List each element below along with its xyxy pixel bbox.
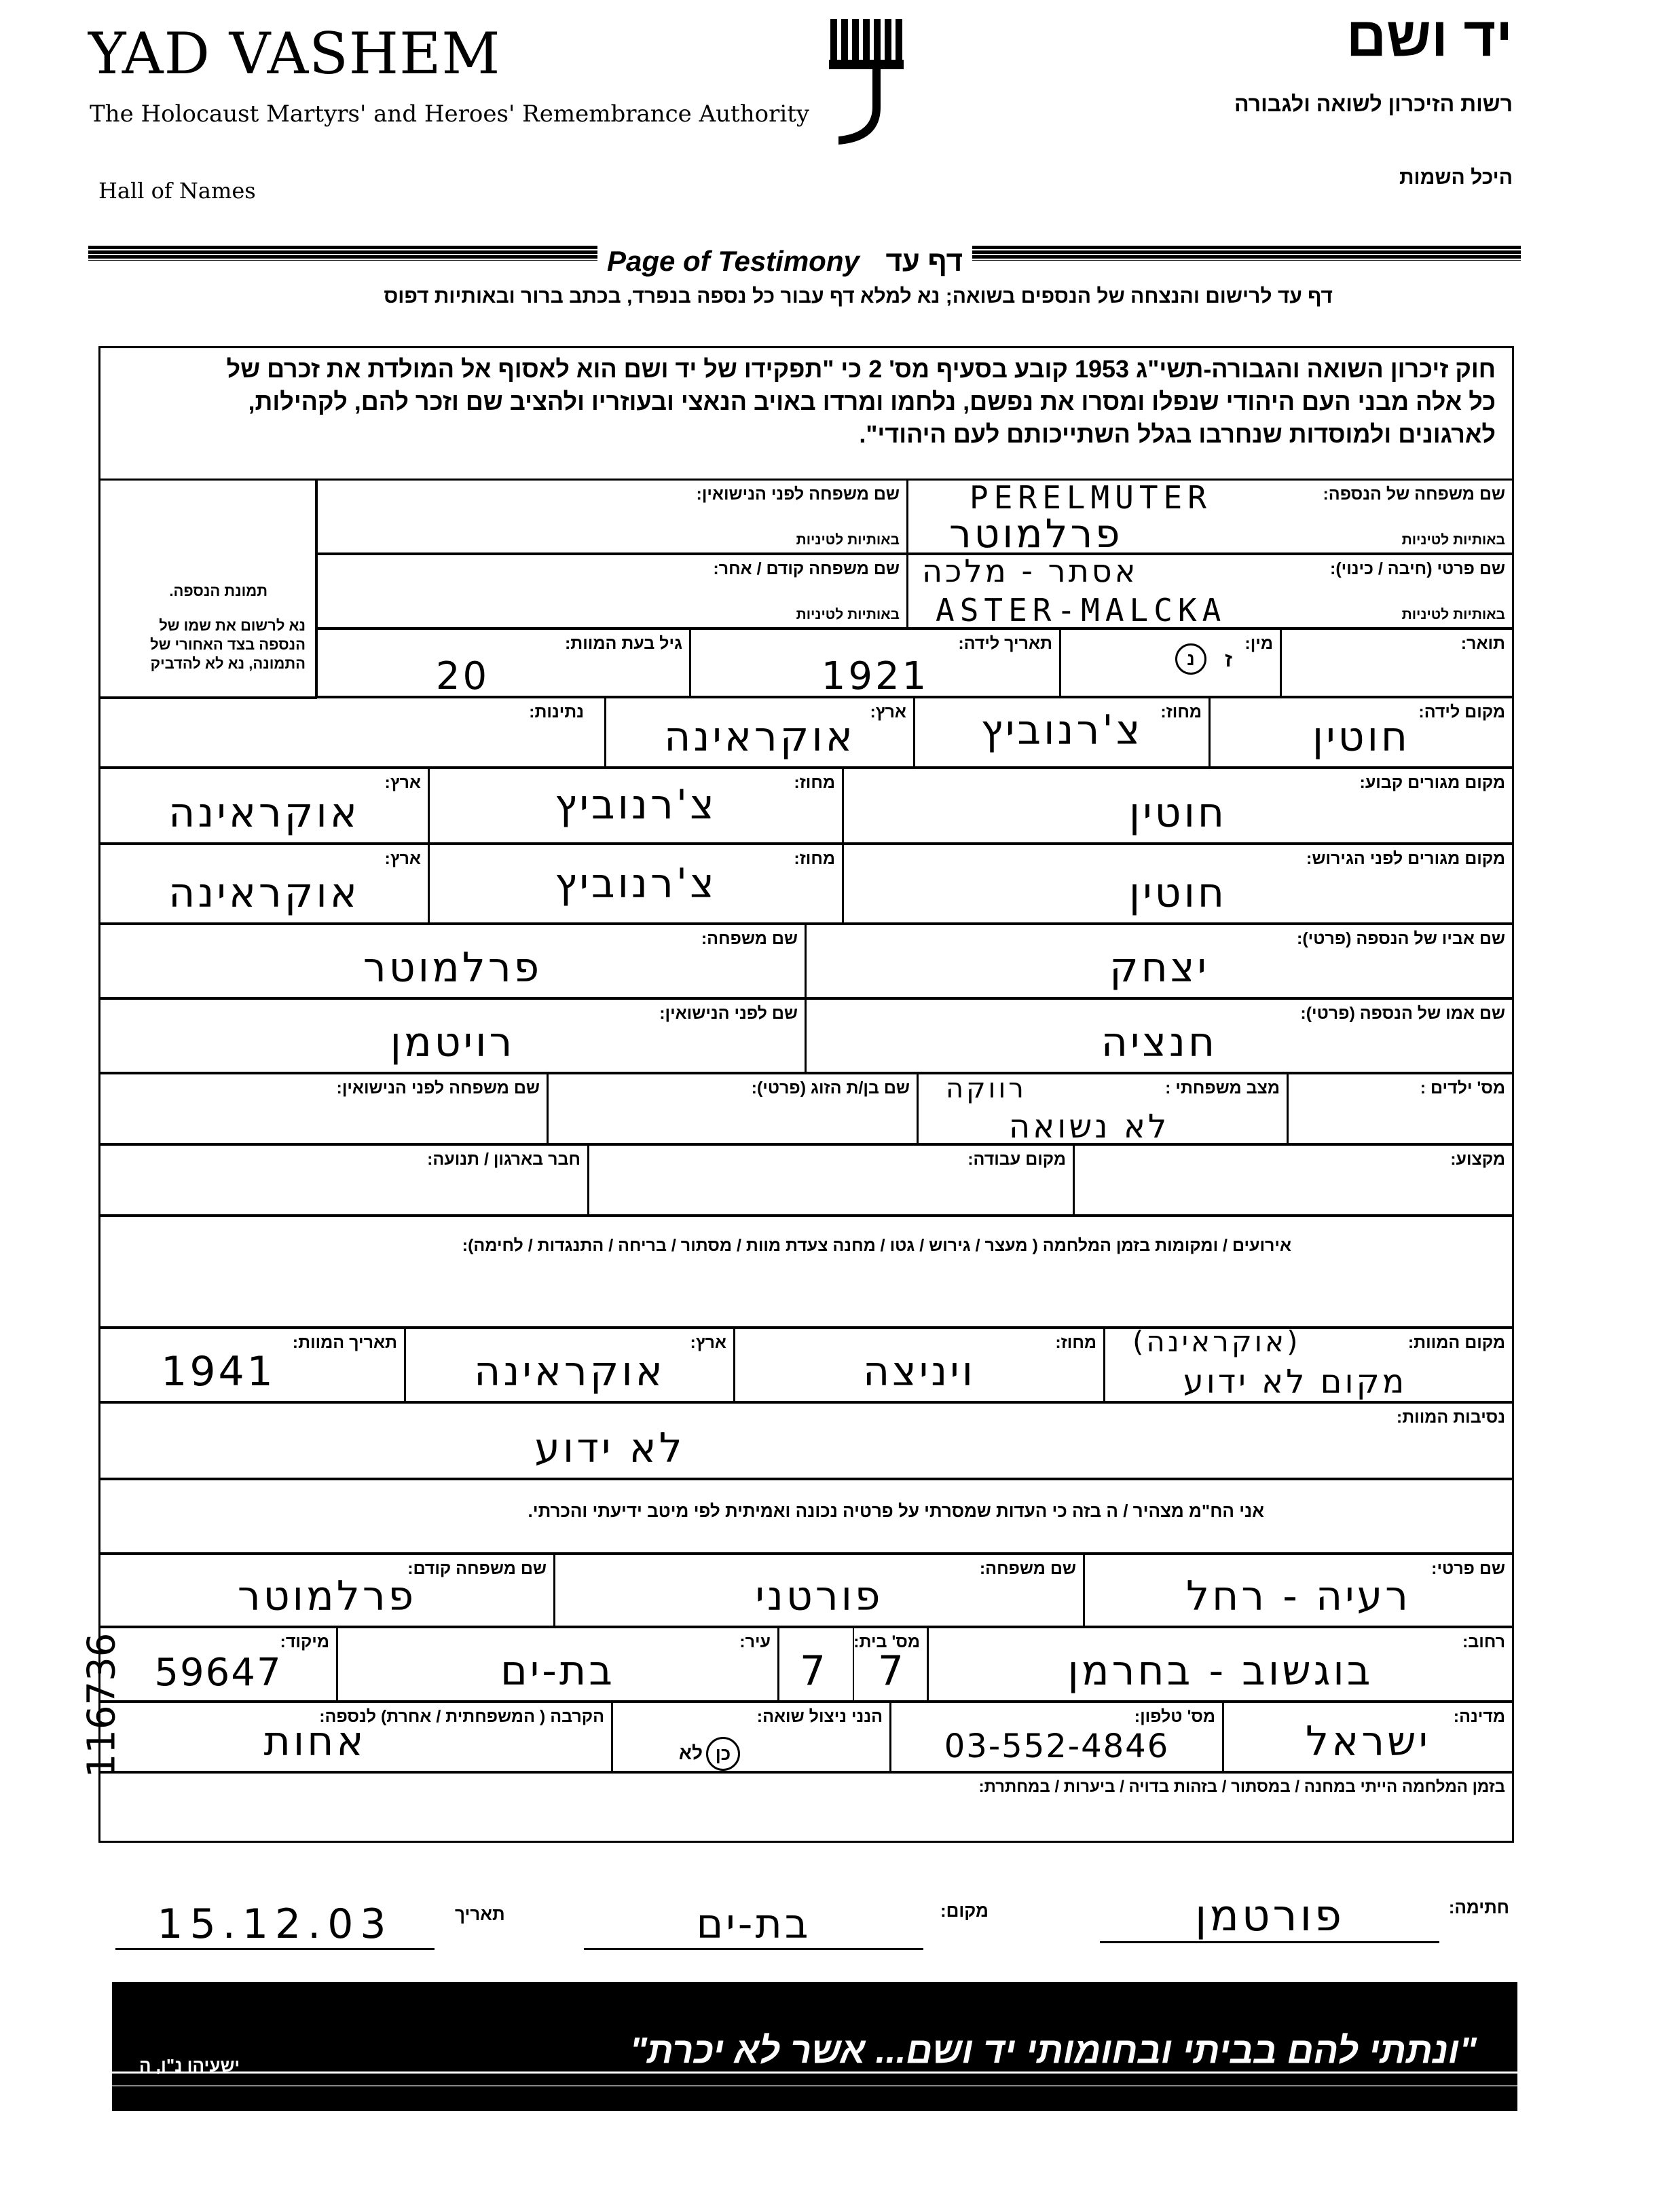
side-reference-number: 116736: [79, 1632, 124, 1778]
org-subtitle-he: רשות הזיכרון לשואה ולגבורה: [1234, 92, 1513, 116]
children-field[interactable]: מס' ילדים :: [1287, 1072, 1514, 1145]
org-name-he: יד ושם: [1346, 6, 1513, 68]
submitter-prev-surname-field[interactable]: שם משפחה קודם: פרלמוטר: [98, 1553, 555, 1628]
banner-line: [112, 2072, 1517, 2074]
residence-before-country-field[interactable]: ארץ: אוקראינה: [98, 843, 430, 924]
death-circumstances-field[interactable]: נסיבות המוות: לא ידוע: [98, 1402, 1514, 1480]
victim-dob-field[interactable]: תאריך לידה: 1921: [689, 628, 1061, 698]
mother-name-field[interactable]: שם אמו של הנספה (פרטי): חנציה: [805, 998, 1514, 1074]
org-subtitle-en: The Holocaust Martyrs' and Heroes' Remem…: [90, 100, 810, 128]
birth-place-field[interactable]: מקום לידה: חוטין: [1208, 696, 1514, 768]
street-field[interactable]: רחוב: בוגשוב - בחרמן: [927, 1626, 1514, 1702]
residence-field[interactable]: מקום מגורים קבוע: חוטין: [842, 767, 1514, 844]
law-line: כל אלה מבני העם היהודי שנפלו ומסרו את נפ…: [248, 388, 1496, 415]
submitter-surname-field[interactable]: שם משפחה: פורטני: [553, 1553, 1085, 1628]
gender-selected-circle: נ: [1175, 643, 1206, 675]
father-name-field[interactable]: שם אביו של הנספה (פרטי): יצחק: [805, 923, 1514, 999]
wartime-field[interactable]: בזמן המלחמה הייתי במחנה / במסתור / בזהות…: [98, 1772, 1514, 1843]
menorah-logo: [825, 12, 906, 148]
banner-quote: "ונתתי להם בביתי ובחומותי יד ושם... אשר …: [629, 2030, 1477, 2071]
date-label: תאריך: [455, 1904, 505, 1924]
mother-maiden-field[interactable]: שם לפני הנישואין: רויטמן: [98, 998, 807, 1074]
workplace-field[interactable]: מקום עבודה:: [587, 1144, 1075, 1216]
relation-field[interactable]: הקרבה ( המשפחתית / אחרת) לנספה: אחות: [98, 1701, 613, 1773]
org-name-en: YAD VASHEM: [88, 20, 501, 87]
form-title-he: דף עד: [885, 245, 963, 277]
banner-line: [112, 2085, 1517, 2086]
submitter-first-name-field[interactable]: שם פרטי: רעיה - רחל: [1083, 1553, 1514, 1628]
declaration-box: אני הח"מ מצהיר / ה בזה כי העדות שמסרתי ע…: [98, 1478, 1514, 1554]
victim-age-field[interactable]: גיל בעת המוות: 20: [316, 628, 691, 698]
photo-box[interactable]: תמונת הנספה. נא לרשום את שמו של הנספה בצ…: [98, 479, 317, 699]
form-title: Page of Testimony דף עד: [597, 244, 973, 278]
marital-status-field[interactable]: מצב משפחתי : רווקה לא נשואה: [917, 1072, 1289, 1146]
house-divider: [853, 1628, 854, 1700]
zip-field[interactable]: מיקוד: 59647: [98, 1626, 338, 1702]
photo-label: תמונת הנספה.: [169, 582, 267, 599]
law-line: לארגונים ולמוסדות שנחרבו בגלל השתייכותם …: [859, 420, 1496, 448]
instructions: דף עד לרישום והנצחה של הנספים בשואה; נא …: [384, 285, 1333, 307]
victim-gender-field[interactable]: מין: ז נ: [1059, 628, 1282, 698]
nationality-field[interactable]: נתינות:: [98, 696, 606, 768]
phone-field[interactable]: מס' טלפון: 03-552-4846: [889, 1701, 1224, 1773]
residence-country-field[interactable]: ארץ: אוקראינה: [98, 767, 430, 844]
birth-region-field[interactable]: מחוז: צ'רנוביץ: [913, 696, 1211, 768]
organization-field[interactable]: חבר בארגון / תנועה:: [98, 1144, 589, 1216]
law-text: חוק זיכרון השואה והגבורה-תשי"ג 1953 קובע…: [227, 353, 1496, 451]
survivor-yes-option[interactable]: כן: [706, 1737, 740, 1771]
father-surname-field[interactable]: שם משפחה: פרלמוטר: [98, 923, 807, 999]
photo-note: נא לרשום את שמו של הנספה בצד האחורי של ה…: [150, 617, 306, 672]
birth-country-field[interactable]: ארץ: אוקראינה: [604, 696, 915, 768]
death-place-field[interactable]: מקום המוות: (אוקראינה) מקום לא ידוע: [1103, 1325, 1514, 1403]
victim-prev-surname-field[interactable]: שם משפחה קודם / אחר: באותיות לטיניות: [316, 553, 908, 629]
residence-before-region-field[interactable]: מחוז: צ'רנוביץ: [428, 843, 844, 924]
banner-source: ישעיהו נ"ו, ה: [139, 2055, 240, 2076]
survivor-field[interactable]: הנני ניצול שואה: כן לא: [611, 1701, 891, 1773]
victim-first-name-field[interactable]: שם פרטי (חיבה / כינוי): באותיות לטיניות …: [906, 552, 1514, 629]
form-title-en: Page of Testimony: [607, 245, 860, 277]
house-number-field[interactable]: מס' בית: 7 7: [777, 1626, 929, 1702]
residence-before-field[interactable]: מקום מגורים לפני הגירוש: חוטין: [842, 843, 1514, 924]
profession-field[interactable]: מקצוע:: [1073, 1144, 1514, 1216]
survivor-no-option[interactable]: לא: [678, 1742, 703, 1763]
victim-surname-field[interactable]: שם משפחה של הנספה: באותיות לטיניות PEREL…: [906, 479, 1514, 557]
city-field[interactable]: עיר: בת-ים: [336, 1626, 779, 1702]
signature-field[interactable]: פורטמן: [1100, 1873, 1439, 1943]
signature-label: חתימה:: [1448, 1897, 1509, 1917]
death-region-field[interactable]: מחוז: ויניצה: [733, 1327, 1105, 1403]
events-field[interactable]: אירועים / ומקומות בזמן המלחמה ( מעצר / ג…: [98, 1215, 1514, 1328]
spouse-name-field[interactable]: שם בן/ת הזוג (פרטי):: [547, 1072, 919, 1145]
dept-he: היכל השמות: [1399, 166, 1513, 189]
victim-title-field[interactable]: תואר:: [1280, 628, 1514, 698]
place-field[interactable]: בת-ים: [584, 1880, 923, 1950]
spouse-maiden-field[interactable]: שם משפחה לפני הנישואין:: [98, 1072, 549, 1145]
dept-en: Hall of Names: [98, 178, 256, 204]
death-country-field[interactable]: ארץ: אוקראינה: [404, 1327, 735, 1403]
victim-maiden-field[interactable]: שם משפחה לפני הנישואין: באותיות לטיניות: [316, 479, 908, 555]
law-line: חוק זיכרון השואה והגבורה-תשי"ג 1953 קובע…: [226, 355, 1496, 383]
date-field[interactable]: 15.12.03: [115, 1880, 435, 1950]
death-date-field[interactable]: תאריך המוות: 1941: [98, 1327, 406, 1403]
residence-region-field[interactable]: מחוז: צ'רנוביץ: [428, 767, 844, 844]
submitter-country-field[interactable]: מדינה: ישראל: [1222, 1701, 1514, 1773]
quote-banner: "ונתתי להם בביתי ובחומותי יד ושם... אשר …: [112, 1982, 1517, 2111]
place-label: מקום:: [940, 1900, 989, 1921]
